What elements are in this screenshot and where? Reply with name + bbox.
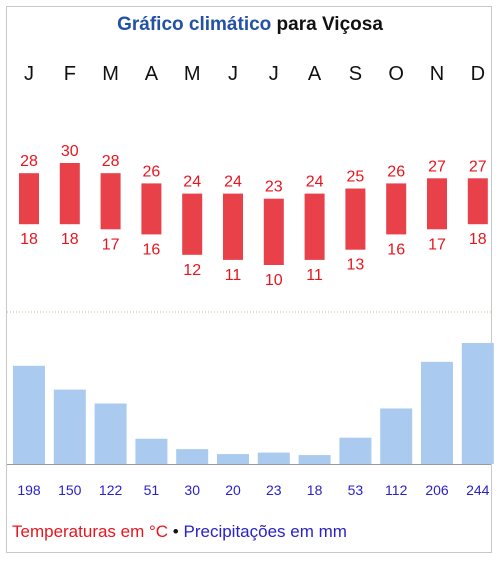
temperature-bar: [19, 173, 39, 225]
temp-min-label: 18: [20, 231, 38, 248]
legend-temperature: Temperaturas em °C: [12, 522, 169, 541]
precip-value-label: 18: [307, 482, 323, 498]
precip-value-label: 122: [99, 482, 123, 498]
temperature-bar: [182, 193, 203, 255]
precipitation-bar: [339, 437, 372, 464]
temperature-bar: [304, 193, 325, 260]
precip-value-label: 23: [266, 482, 282, 498]
precipitation-bar: [461, 343, 494, 464]
temp-max-label: 26: [143, 163, 161, 180]
temp-min-label: 18: [469, 231, 487, 248]
temp-max-label: 27: [469, 158, 487, 175]
precip-value-label: 112: [385, 482, 408, 498]
temp-min-label: 12: [183, 262, 201, 279]
temp-min-label: 10: [265, 272, 283, 289]
temp-min-label: 17: [428, 236, 446, 253]
precipitation-bar: [176, 449, 209, 464]
month-label: S: [349, 63, 362, 85]
temp-min-label: 11: [225, 267, 242, 284]
precip-value-label: 150: [58, 482, 82, 498]
temperature-bar: [141, 183, 162, 235]
legend-precipitation: Precipitações em mm: [183, 522, 347, 541]
precipitation-bar: [380, 408, 413, 464]
chart-title-location: para Viçosa: [271, 14, 383, 35]
month-label: A: [145, 63, 159, 85]
temp-max-label: 25: [347, 169, 365, 186]
temp-max-label: 24: [306, 174, 324, 191]
month-label: D: [471, 63, 485, 85]
temperature-bar: [59, 163, 80, 225]
temperature-bar: [427, 178, 447, 230]
month-label: J: [228, 63, 238, 85]
temp-min-label: 16: [143, 241, 161, 258]
precipitation-bar: [13, 365, 45, 464]
temp-min-label: 13: [347, 257, 365, 274]
precip-value-label: 30: [184, 482, 200, 498]
month-label: J: [269, 63, 279, 85]
precip-value-label: 198: [17, 482, 41, 498]
temperature-bar: [467, 178, 488, 225]
month-label: M: [184, 63, 201, 85]
temp-min-label: 17: [102, 236, 120, 253]
temp-max-label: 27: [428, 158, 446, 175]
precipitation-bar: [53, 389, 86, 464]
temperature-bar: [263, 198, 284, 265]
chart-legend: Temperaturas em °C • Precipitações em mm: [12, 522, 347, 542]
temp-min-label: 16: [387, 241, 405, 258]
precip-value-label: 20: [225, 482, 241, 498]
precip-value-label: 53: [348, 482, 364, 498]
month-label: O: [388, 63, 404, 85]
temperature-bar: [100, 173, 121, 230]
precip-value-label: 244: [466, 482, 490, 498]
month-label: F: [64, 63, 76, 85]
month-label: A: [308, 63, 322, 85]
temp-max-label: 28: [102, 153, 120, 170]
temp-min-label: 11: [306, 267, 323, 284]
temperature-bar: [386, 183, 407, 235]
precipitation-bar: [298, 455, 331, 464]
temp-max-label: 28: [20, 153, 38, 170]
precipitation-bar: [257, 452, 290, 464]
month-label: N: [430, 63, 444, 85]
precipitation-bar: [135, 438, 168, 464]
chart-title: Gráfico climático para Viçosa: [0, 14, 500, 36]
precipitation-bar: [94, 403, 127, 464]
precipitation-bar: [217, 454, 249, 464]
temp-max-label: 26: [387, 163, 405, 180]
month-label: M: [102, 63, 119, 85]
precipitation-bar: [421, 361, 453, 464]
temperature-bar: [345, 188, 366, 250]
temp-max-label: 24: [224, 174, 242, 191]
chart-title-link[interactable]: Gráfico climático: [117, 14, 272, 35]
legend-separator: •: [168, 522, 184, 541]
temp-max-label: 23: [265, 179, 283, 196]
month-label: J: [24, 63, 34, 85]
precip-value-label: 206: [425, 482, 449, 498]
temp-max-label: 30: [61, 143, 79, 160]
temp-min-label: 18: [61, 231, 79, 248]
temperature-bar: [223, 193, 243, 260]
precip-value-label: 51: [144, 482, 160, 498]
temp-max-label: 24: [183, 174, 201, 191]
